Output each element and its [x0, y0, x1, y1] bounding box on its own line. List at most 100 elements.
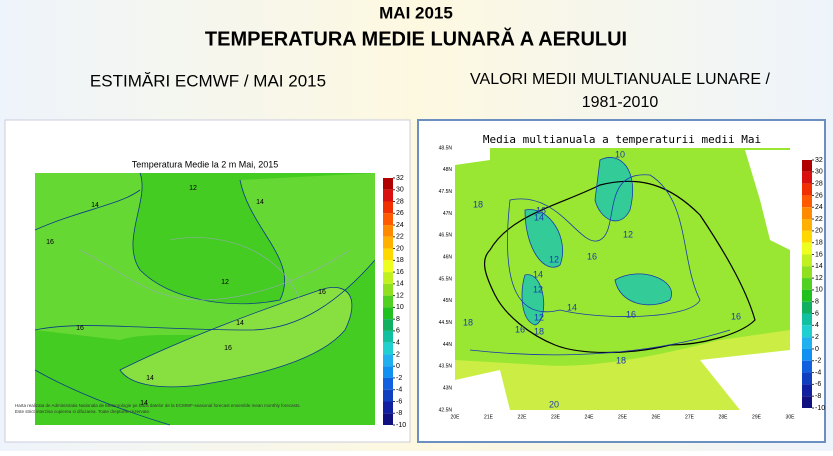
lon-label: 29E: [752, 414, 762, 420]
colorbar-label: 6: [396, 328, 400, 335]
colorbar-cell: [802, 289, 812, 302]
lon-label: 30E: [786, 414, 796, 420]
colorbar-label: -6: [815, 381, 821, 388]
left-caption: ESTIMĂRI ECMWF / MAI 2015: [90, 71, 326, 90]
lon-label: 23E: [551, 414, 561, 420]
lat-label: 47.5N: [439, 189, 453, 195]
contour-label: 16: [515, 324, 525, 334]
colorbar-label: -4: [815, 369, 821, 376]
colorbar-label: 4: [815, 322, 819, 329]
colorbar-label: 26: [815, 192, 823, 199]
colorbar-cell: [802, 278, 812, 290]
lat-label: 48N: [443, 167, 453, 173]
colorbar-label: 24: [815, 204, 823, 211]
colorbar-cell: [383, 377, 393, 390]
colorbar-cell: [802, 219, 812, 231]
colorbar-label: 16: [396, 269, 404, 276]
colorbar-cell: [802, 396, 812, 408]
lat-label: 44.5N: [439, 320, 453, 326]
colorbar-label: 6: [815, 310, 819, 317]
contour-label: 16: [318, 289, 326, 296]
colorbar-cell: [383, 401, 393, 414]
colorbar-label: 8: [396, 316, 400, 323]
lon-label: 25E: [618, 414, 628, 420]
colorbar-label: 14: [815, 263, 823, 270]
lat-label: 43N: [443, 385, 453, 391]
colorbar-cell: [802, 301, 812, 314]
colorbar-label: 16: [815, 251, 823, 258]
lat-label: 46N: [443, 254, 453, 260]
footer: Este strict interzisa copierea si difuza…: [15, 409, 150, 414]
colorbar-label: -8: [396, 410, 402, 417]
lon-label: 24E: [585, 414, 595, 420]
colorbar-cell: [802, 372, 812, 385]
contour-label: 18: [463, 317, 473, 327]
contour-label: 14: [146, 375, 154, 382]
colorbar-label: -6: [396, 398, 402, 405]
colorbar-cell: [383, 236, 393, 249]
colorbar-cell: [383, 225, 393, 237]
colorbar-cell: [802, 325, 812, 338]
colorbar-label: 20: [396, 245, 404, 252]
colorbar-label: 30: [396, 187, 404, 194]
right-caption: 1981-2010: [582, 94, 659, 111]
colorbar-cell: [383, 366, 393, 378]
colorbar-cell: [802, 254, 812, 267]
colorbar-cell: [802, 337, 812, 349]
colorbar-cell: [802, 160, 812, 172]
colorbar-cell: [383, 330, 393, 343]
colorbar-cell: [383, 295, 393, 308]
colorbar-label: 4: [396, 340, 400, 347]
contour-label: 18: [534, 326, 544, 336]
colorbar-cell: [802, 266, 812, 279]
colorbar-cell: [802, 171, 812, 184]
colorbar-label: 20: [815, 228, 823, 235]
left-map-title: Temperatura Medie la 2 m Mai, 2015: [132, 159, 279, 169]
contour-label: 12: [534, 312, 544, 322]
colorbar-label: 2: [815, 334, 819, 341]
colorbar-cell: [383, 260, 393, 273]
lon-label: 26E: [652, 414, 662, 420]
colorbar-label: 2: [396, 351, 400, 358]
colorbar-label: -4: [396, 387, 402, 394]
contour-label: 18: [473, 199, 483, 209]
colorbar-label: 32: [396, 175, 404, 182]
contour-label: 12: [221, 279, 229, 286]
colorbar-cell: [383, 354, 393, 367]
contour-label: 14: [256, 199, 264, 206]
colorbar-label: 14: [396, 281, 404, 288]
colorbar-cell: [383, 272, 393, 284]
colorbar-cell: [802, 207, 812, 220]
lat-label: 42.5N: [439, 407, 453, 413]
right-map-title: Media multianuala a temperaturii medii M…: [483, 133, 761, 146]
colorbar-cell: [383, 201, 393, 214]
colorbar-label: 12: [815, 275, 823, 282]
contour-label: 20: [549, 399, 559, 409]
contour-label: 14: [236, 320, 244, 327]
contour-label: 16: [626, 309, 636, 319]
colorbar-cell: [802, 242, 812, 255]
lat-label: 47N: [443, 211, 453, 217]
colorbar-label: 22: [815, 216, 823, 223]
left-map: [34, 172, 376, 426]
contour-label: 12: [623, 229, 633, 239]
colorbar-cell: [802, 360, 812, 373]
lon-label: 28E: [719, 414, 729, 420]
contour-label: 14: [533, 269, 543, 279]
colorbar-cell: [383, 307, 393, 320]
contour-label: 12: [549, 254, 559, 264]
colorbar-label: 8: [815, 299, 819, 306]
lon-label: 21E: [484, 414, 494, 420]
contour-label: 12: [533, 284, 543, 294]
contour-label: 14: [567, 302, 577, 312]
colorbar-label: 12: [396, 292, 404, 299]
colorbar-cell: [802, 230, 812, 243]
lon-label: 27E: [685, 414, 695, 420]
colorbar-label: 22: [396, 234, 404, 241]
colorbar-cell: [383, 189, 393, 202]
colorbar-label: -10: [815, 405, 825, 412]
contour-label: 14: [534, 212, 544, 222]
lat-label: 45N: [443, 298, 453, 304]
colorbar-label: 28: [815, 180, 823, 187]
